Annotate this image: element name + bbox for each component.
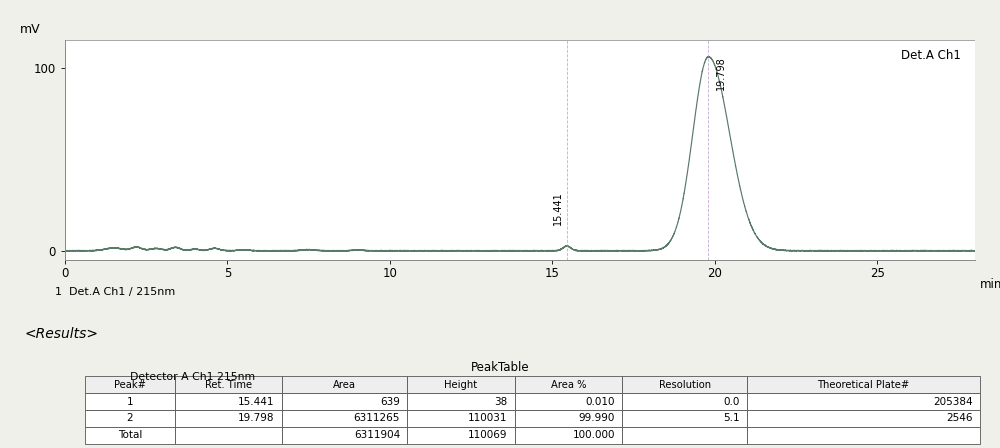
Bar xyxy=(175,393,282,410)
Text: 6311904: 6311904 xyxy=(354,430,400,440)
Text: <Results>: <Results> xyxy=(25,327,99,341)
Bar xyxy=(85,410,175,426)
Text: 1: 1 xyxy=(126,396,133,406)
Text: 2546: 2546 xyxy=(946,414,973,423)
Text: 15.441: 15.441 xyxy=(238,396,275,406)
Bar xyxy=(515,410,622,426)
Bar xyxy=(85,393,175,410)
Text: Area: Area xyxy=(333,380,356,390)
Text: Peak#: Peak# xyxy=(114,380,146,390)
Bar xyxy=(175,426,282,444)
Text: 639: 639 xyxy=(380,396,400,406)
Bar xyxy=(747,376,980,393)
Bar xyxy=(515,426,622,444)
Bar xyxy=(85,426,175,444)
Text: Total: Total xyxy=(118,430,142,440)
Text: mV: mV xyxy=(20,23,41,36)
Bar xyxy=(85,376,175,393)
Text: Det.A Ch1: Det.A Ch1 xyxy=(901,49,961,62)
Text: 0.010: 0.010 xyxy=(585,396,615,406)
Text: PeakTable: PeakTable xyxy=(471,361,529,374)
Text: 6311265: 6311265 xyxy=(354,414,400,423)
Bar xyxy=(407,393,515,410)
Text: 205384: 205384 xyxy=(933,396,973,406)
Bar xyxy=(747,426,980,444)
Text: 0.0: 0.0 xyxy=(724,396,740,406)
Bar xyxy=(622,393,747,410)
Bar xyxy=(407,376,515,393)
Bar xyxy=(622,410,747,426)
Bar xyxy=(282,376,407,393)
Bar xyxy=(515,376,622,393)
Text: Detector A Ch1 215nm: Detector A Ch1 215nm xyxy=(130,372,255,382)
Bar xyxy=(407,426,515,444)
Bar xyxy=(282,410,407,426)
Text: 110031: 110031 xyxy=(468,414,507,423)
Text: 2: 2 xyxy=(126,414,133,423)
Bar xyxy=(622,426,747,444)
Bar xyxy=(282,426,407,444)
Bar xyxy=(175,410,282,426)
Bar xyxy=(515,393,622,410)
Text: min: min xyxy=(980,278,1000,291)
Text: Height: Height xyxy=(444,380,477,390)
Text: 19.798: 19.798 xyxy=(716,56,726,90)
Bar xyxy=(747,393,980,410)
Text: Resolution: Resolution xyxy=(659,380,711,390)
Text: 15.441: 15.441 xyxy=(553,191,563,225)
Bar xyxy=(747,410,980,426)
Text: 38: 38 xyxy=(494,396,507,406)
Bar xyxy=(175,376,282,393)
Text: 5.1: 5.1 xyxy=(724,414,740,423)
Bar xyxy=(282,393,407,410)
Text: 99.990: 99.990 xyxy=(578,414,615,423)
Text: Ret. Time: Ret. Time xyxy=(205,380,252,390)
Bar xyxy=(622,376,747,393)
Text: 100.000: 100.000 xyxy=(572,430,615,440)
Text: 19.798: 19.798 xyxy=(238,414,275,423)
Bar xyxy=(407,410,515,426)
Text: 110069: 110069 xyxy=(468,430,507,440)
Text: 1  Det.A Ch1 / 215nm: 1 Det.A Ch1 / 215nm xyxy=(55,287,175,297)
Text: Area %: Area % xyxy=(551,380,586,390)
Text: Theoretical Plate#: Theoretical Plate# xyxy=(818,380,910,390)
